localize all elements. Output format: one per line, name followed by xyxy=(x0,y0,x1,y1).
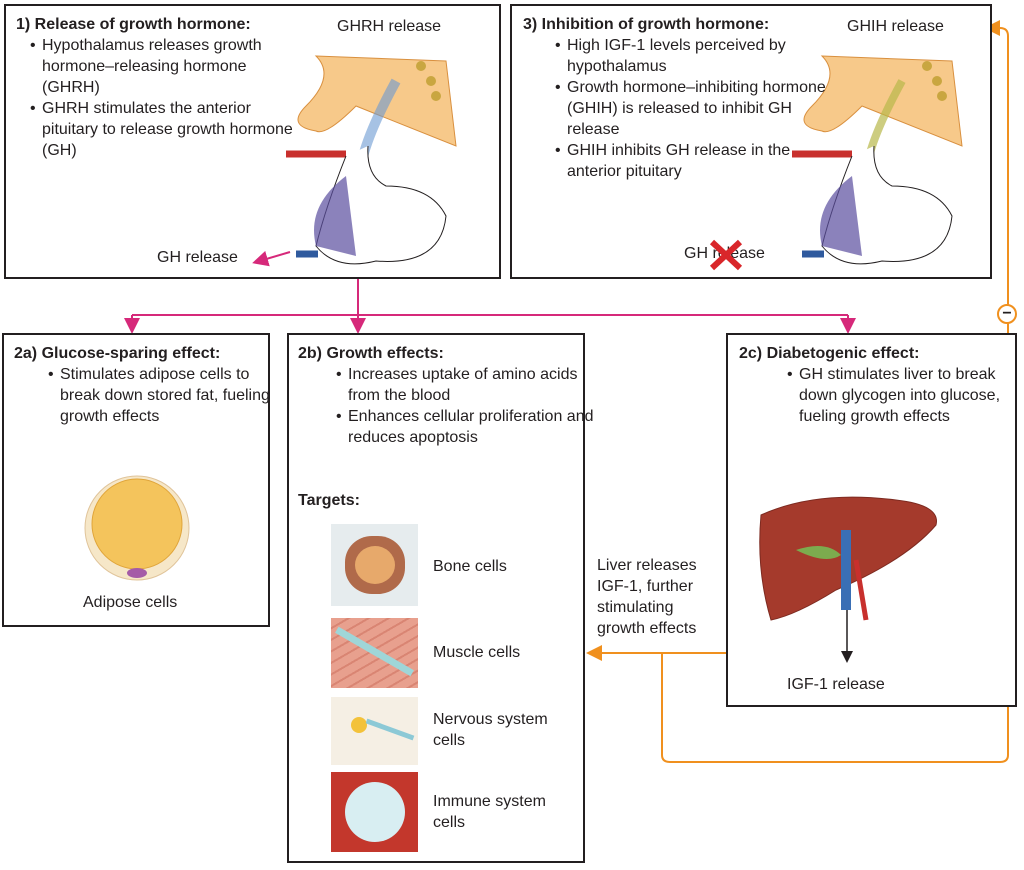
step2b-bullets: Increases uptake of amino acids from the… xyxy=(324,364,608,448)
step1-bullet: GHRH stimulates the anterior pituitary t… xyxy=(30,98,302,161)
step2b-bullet: Enhances cellular proliferation and redu… xyxy=(336,406,608,448)
adipose-cells-label: Adipose cells xyxy=(83,594,178,611)
muscle-cell-image xyxy=(331,618,418,688)
step2b-bullet: Increases uptake of amino acids from the… xyxy=(336,364,608,406)
step3-bullet: GHIH inhibits GH release in the anterior… xyxy=(555,140,837,182)
gh-release-inhibited-label: GH release xyxy=(684,245,765,262)
step3-bullet: High IGF-1 levels perceived by hypothala… xyxy=(555,35,837,77)
immune-cell-image xyxy=(331,772,418,852)
step3-bullet: Growth hormone–inhibiting hormone (GHIH)… xyxy=(555,77,837,140)
step2c-bullet: GH stimulates liver to break down glycog… xyxy=(787,364,1024,427)
liver-feedback-text: Liver releases IGF-1, further stimulatin… xyxy=(597,557,697,637)
igf1-feedback-arrows xyxy=(586,20,1009,763)
step1-title: 1) Release of growth hormone: xyxy=(16,16,251,33)
liver-image xyxy=(759,496,937,663)
gh-stimulation-arrows xyxy=(124,278,856,334)
nerve-cell-image xyxy=(331,697,418,765)
inhibition-minus-icon: − xyxy=(997,304,1017,324)
step2a-title: 2a) Glucose-sparing effect: xyxy=(14,345,221,362)
step2c-title: 2c) Diabetogenic effect: xyxy=(739,345,920,362)
ghih-release-label: GHIH release xyxy=(847,18,944,35)
step2c-bullets: GH stimulates liver to break down glycog… xyxy=(775,364,1024,427)
pituitary-illustration xyxy=(792,55,963,265)
target-label: Nervous system cells xyxy=(433,711,548,749)
pituitary-illustration xyxy=(286,55,457,265)
targets-label: Targets: xyxy=(298,492,360,509)
igf1-release-label: IGF-1 release xyxy=(787,676,885,693)
target-label: Muscle cells xyxy=(433,644,521,661)
target-label: Bone cells xyxy=(433,558,507,575)
adipose-cell-image xyxy=(84,475,190,581)
step1-bullets: Hypothalamus releases growth hormone–rel… xyxy=(18,35,302,161)
step2a-bullets: Stimulates adipose cells to break down s… xyxy=(36,364,280,427)
ghrh-release-label: GHRH release xyxy=(337,18,442,35)
step3-title: 3) Inhibition of growth hormone: xyxy=(523,16,770,33)
step3-bullets: High IGF-1 levels perceived by hypothala… xyxy=(543,35,837,182)
bone-cell-image xyxy=(331,524,418,606)
target-label: Immune system cells xyxy=(433,793,546,831)
gh-release-label: GH release xyxy=(157,249,238,266)
step2b-title: 2b) Growth effects: xyxy=(298,345,444,362)
step2a-bullet: Stimulates adipose cells to break down s… xyxy=(48,364,280,427)
step1-bullet: Hypothalamus releases growth hormone–rel… xyxy=(30,35,302,98)
